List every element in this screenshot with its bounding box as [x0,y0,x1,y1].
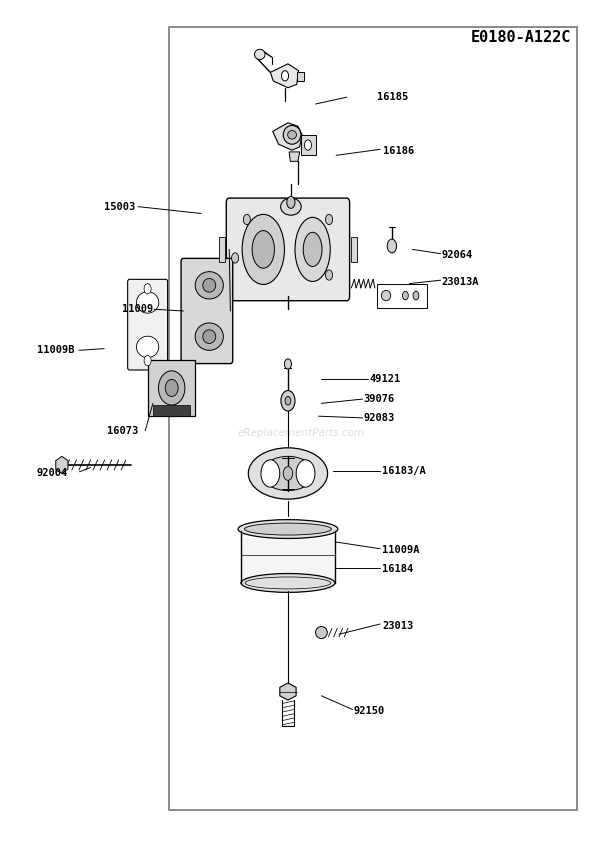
Text: 11009A: 11009A [382,546,419,555]
Circle shape [287,196,295,208]
Ellipse shape [195,323,224,350]
Ellipse shape [283,125,301,144]
Bar [297,72,304,81]
Text: 49121: 49121 [369,374,401,384]
Ellipse shape [248,448,327,499]
Circle shape [232,253,238,263]
Ellipse shape [136,336,159,358]
Text: 92064: 92064 [442,251,473,260]
FancyBboxPatch shape [127,280,168,370]
Ellipse shape [316,626,327,638]
Circle shape [387,239,396,253]
Circle shape [326,214,333,225]
Ellipse shape [254,49,265,59]
Ellipse shape [203,329,216,343]
Ellipse shape [303,233,322,267]
Circle shape [413,292,419,299]
Ellipse shape [381,291,391,300]
Circle shape [284,359,291,369]
Ellipse shape [288,130,296,139]
Text: 92004: 92004 [37,468,68,479]
Ellipse shape [165,379,178,396]
Polygon shape [270,63,299,88]
Ellipse shape [252,231,274,269]
Text: 16184: 16184 [382,565,413,574]
Text: 92083: 92083 [363,413,395,423]
Circle shape [283,467,293,480]
Circle shape [402,292,408,299]
Text: 15003: 15003 [104,202,135,212]
Text: 16183/A: 16183/A [382,466,425,476]
Text: 16185: 16185 [377,92,408,102]
Ellipse shape [244,523,332,535]
Bar [352,237,358,263]
Circle shape [144,355,151,366]
Ellipse shape [203,279,216,293]
Ellipse shape [238,520,338,539]
Circle shape [243,214,250,225]
Text: 39076: 39076 [363,394,395,404]
Polygon shape [273,123,302,150]
Ellipse shape [281,198,301,215]
Bar [377,284,427,307]
Text: 23013A: 23013A [442,277,479,287]
Bar [148,360,195,416]
Bar [241,538,335,583]
Ellipse shape [242,214,284,285]
Circle shape [326,270,333,281]
Bar [153,406,191,416]
Polygon shape [280,683,296,700]
Circle shape [281,70,289,81]
Ellipse shape [159,371,185,405]
Circle shape [144,284,151,294]
Text: 16186: 16186 [383,146,414,156]
Text: 16073: 16073 [107,426,138,436]
Circle shape [281,390,295,411]
Circle shape [304,140,312,150]
Text: 92150: 92150 [354,706,385,716]
Ellipse shape [296,460,315,487]
Ellipse shape [261,460,280,487]
Circle shape [285,396,291,405]
Polygon shape [56,456,68,474]
Text: eReplacementParts.com: eReplacementParts.com [237,428,365,438]
Bar [301,135,316,155]
Polygon shape [289,152,300,161]
Text: 11009B: 11009B [37,345,74,355]
Ellipse shape [241,573,335,592]
Text: 11009: 11009 [122,305,153,314]
Ellipse shape [136,292,159,313]
FancyBboxPatch shape [181,258,232,364]
Ellipse shape [295,217,330,281]
Bar [169,27,577,810]
Bar [219,237,225,263]
Text: 23013: 23013 [382,620,413,631]
Ellipse shape [195,272,224,299]
Text: E0180-A122C: E0180-A122C [471,30,571,45]
Ellipse shape [261,456,314,491]
FancyBboxPatch shape [227,198,350,300]
